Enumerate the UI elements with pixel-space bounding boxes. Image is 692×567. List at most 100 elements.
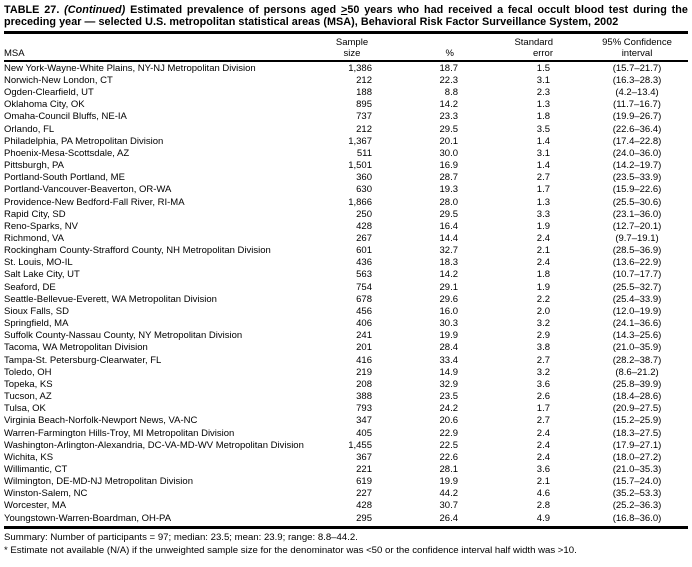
sample-size-cell: 737 — [356, 111, 372, 123]
table-row: Seaford, DE 754 29.1 1.9 (25.5–32.7) — [4, 282, 688, 294]
percent-cell: 16.4 — [439, 220, 459, 232]
sample-size-cell: 208 — [356, 378, 372, 390]
confidence-interval-cell: (18.3–27.5) — [612, 427, 662, 439]
confidence-interval-cell: (20.9–27.5) — [612, 403, 662, 415]
standard-error-cell: 2.7 — [536, 354, 550, 366]
msa-cell: Tucson, AZ — [4, 391, 52, 403]
sample-size-cell: 367 — [356, 451, 372, 463]
msa-cell: Sioux Falls, SD — [4, 305, 69, 317]
confidence-interval-cell: (16.8–36.0) — [556, 512, 688, 529]
msa-cell: Virginia Beach-Norfolk-Newport News, VA-… — [4, 415, 198, 427]
percent-cell: 29.6 — [439, 293, 459, 305]
percent-cell: 23.5 — [439, 391, 459, 403]
percent-cell: 28.0 — [439, 196, 459, 208]
sample-size-cell: 793 — [356, 403, 372, 415]
msa-table-body: New York-Wayne-White Plains, NY-NJ Metro… — [4, 61, 688, 529]
table-row: Virginia Beach-Norfolk-Newport News, VA-… — [4, 415, 688, 427]
msa-cell: Salt Lake City, UT — [4, 269, 80, 281]
standard-error-cell: 3.2 — [536, 366, 550, 378]
table-row: Rapid City, SD 250 29.5 3.3 (23.1–36.0) — [4, 209, 688, 221]
table-row: Suffolk County-Nassau County, NY Metropo… — [4, 330, 688, 342]
sample-size-cell: 1,866 — [348, 196, 372, 208]
sample-size-cell: 295 — [330, 512, 374, 529]
sample-size-cell: 267 — [356, 233, 372, 244]
standard-error-cell: 3.8 — [536, 342, 550, 354]
sample-size-cell: 227 — [356, 488, 372, 500]
percent-cell: 28.1 — [439, 463, 459, 475]
msa-cell: Winston-Salem, NC — [4, 488, 88, 500]
table-row: Willimantic, CT 221 28.1 3.6 (21.0–35.3) — [4, 464, 688, 476]
confidence-interval-cell: (25.5–32.7) — [612, 281, 662, 293]
table-row: Orlando, FL 212 29.5 3.5 (22.6–36.4) — [4, 124, 688, 136]
msa-cell: Oklahoma City, OK — [4, 99, 85, 111]
standard-error-cell: 4.6 — [536, 488, 550, 500]
msa-cell: Omaha-Council Bluffs, NE-IA — [4, 111, 127, 123]
percent-cell: 14.2 — [439, 99, 459, 111]
sample-size-cell: 188 — [356, 87, 372, 99]
percent-cell: 28.7 — [439, 172, 459, 184]
sample-size-cell: 406 — [356, 318, 372, 330]
msa-cell: Tacoma, WA Metropolitan Division — [4, 342, 148, 354]
msa-cell: Phoenix-Mesa-Scottsdale, AZ — [4, 147, 130, 159]
standard-error-cell: 1.3 — [536, 196, 550, 208]
table-row: Salt Lake City, UT 563 14.2 1.8 (10.7–17.7) — [4, 269, 688, 281]
table-row: Sioux Falls, SD 456 16.0 2.0 (12.0–19.9) — [4, 306, 688, 318]
standard-error-cell: 2.0 — [536, 305, 550, 317]
percent-cell: 14.9 — [439, 366, 459, 378]
standard-error-cell: 2.7 — [536, 172, 550, 184]
standard-error-cell: 2.9 — [536, 330, 550, 342]
standard-error-cell: 1.8 — [536, 111, 550, 123]
percent-cell: 22.5 — [439, 439, 459, 451]
percent-cell: 8.8 — [444, 87, 458, 99]
confidence-interval-cell: (25.4–33.9) — [612, 293, 662, 305]
confidence-interval-cell: (12.7–20.1) — [612, 220, 662, 232]
standard-error-cell: 1.9 — [536, 220, 550, 232]
table-row: St. Louis, MO-IL 436 18.3 2.4 (13.6–22.9) — [4, 257, 688, 269]
percent-header: % — [374, 47, 462, 62]
msa-cell: Topeka, KS — [4, 378, 53, 390]
msa-cell: Toledo, OH — [4, 366, 52, 378]
standard-error-cell: 1.9 — [536, 281, 550, 293]
percent-cell: 19.3 — [439, 184, 459, 196]
confidence-interval-cell: (35.2–53.3) — [612, 488, 662, 500]
msa-cell: Suffolk County-Nassau County, NY Metropo… — [4, 330, 243, 342]
sample-size-cell: 619 — [356, 476, 372, 488]
standard-error-cell: 3.5 — [536, 123, 550, 135]
sample-size-cell: 1,501 — [348, 160, 372, 172]
summary-line: Summary: Number of participants = 97; me… — [4, 531, 358, 543]
sample-size-cell: 601 — [356, 245, 372, 257]
table-row: New York-Wayne-White Plains, NY-NJ Metro… — [4, 61, 688, 75]
table-row: Tulsa, OK 793 24.2 1.7 (20.9–27.5) — [4, 403, 688, 415]
sample-size-cell: 347 — [356, 415, 372, 427]
msa-cell: Rapid City, SD — [4, 208, 66, 220]
percent-cell: 22.6 — [439, 451, 459, 463]
table-row: Winston-Salem, NC 227 44.2 4.6 (35.2–53.3) — [4, 488, 688, 500]
sample-size-cell: 678 — [356, 293, 372, 305]
standard-error-header-line2: error — [462, 47, 556, 62]
sample-size-cell: 895 — [356, 99, 372, 111]
sample-size-cell: 1,367 — [348, 135, 372, 147]
percent-cell: 30.3 — [439, 318, 459, 330]
table-row: Pittsburgh, PA 1,501 16.9 1.4 (14.2–19.7) — [4, 160, 688, 172]
sample-size-cell: 1,455 — [348, 439, 372, 451]
percent-cell: 19.9 — [439, 476, 459, 488]
sample-size-cell: 360 — [356, 172, 372, 184]
table-row: Wilmington, DE-MD-NJ Metropolitan Divisi… — [4, 476, 688, 488]
sample-size-cell: 250 — [356, 208, 372, 220]
msa-cell: Rockingham County-Strafford County, NH M… — [4, 245, 271, 257]
msa-cell: Warren-Farmington Hills-Troy, MI Metropo… — [4, 427, 235, 439]
percent-cell: 14.4 — [439, 233, 459, 244]
standard-error-cell: 1.7 — [536, 184, 550, 196]
table-row: Philadelphia, PA Metropolitan Division 1,… — [4, 136, 688, 148]
table-row: Topeka, KS 208 32.9 3.6 (25.8–39.9) — [4, 379, 688, 391]
standard-error-cell: 4.9 — [462, 512, 556, 529]
percent-cell: 29.5 — [439, 123, 459, 135]
table-row: Tucson, AZ 388 23.5 2.6 (18.4–28.6) — [4, 391, 688, 403]
table-row: Worcester, MA 428 30.7 2.8 (25.2–36.3) — [4, 500, 688, 512]
table-row: Tampa-St. Petersburg-Clearwater, FL 416 33… — [4, 355, 688, 367]
confidence-interval-cell: (9.7–19.1) — [615, 233, 659, 244]
percent-cell: 18.3 — [439, 257, 459, 269]
confidence-interval-header-line2: interval — [556, 47, 688, 62]
msa-cell: Seaford, DE — [4, 281, 56, 293]
sample-size-cell: 416 — [356, 354, 372, 366]
